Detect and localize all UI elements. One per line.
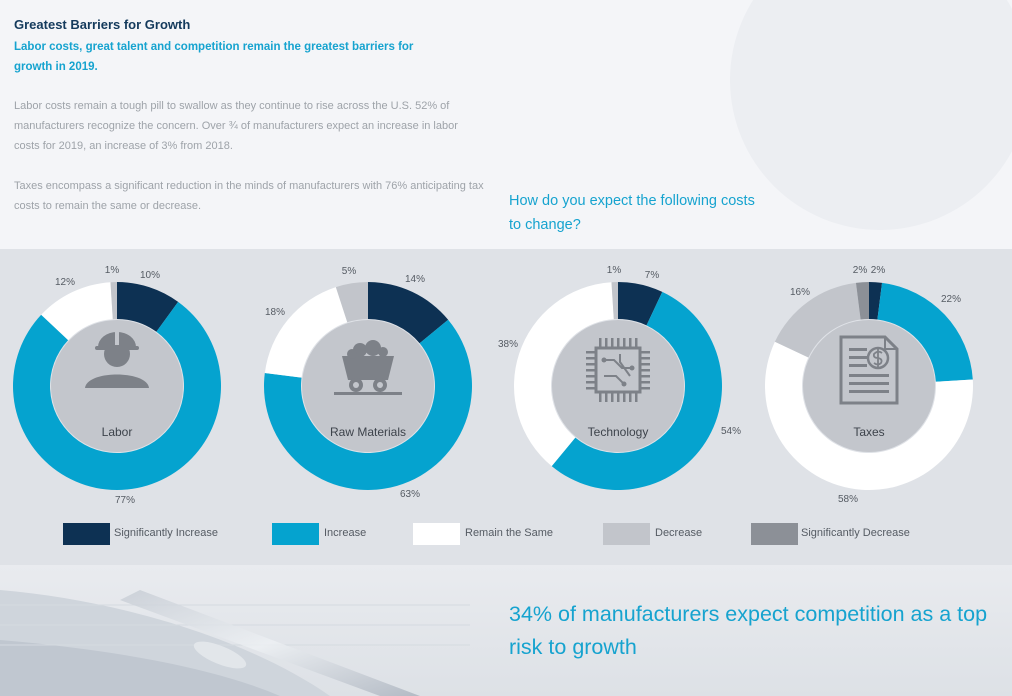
value-label-raw-materials-decrease: 5% — [342, 266, 357, 277]
slice-taxes-significantly-increase — [869, 282, 883, 320]
worker-icon — [85, 331, 149, 388]
value-label-taxes-remain-the-same: 58% — [838, 494, 858, 505]
slice-labor-remain-the-same — [41, 282, 113, 341]
value-label-raw-materials-increase: 63% — [400, 489, 420, 500]
donut-label-raw-materials: Raw Materials — [330, 425, 406, 439]
donut-label-technology: Technology — [588, 425, 649, 439]
legend-label-increase: Increase — [324, 527, 367, 539]
microchip-icon — [586, 338, 650, 402]
mine-cart-icon — [334, 340, 402, 395]
tax-document-icon — [839, 335, 899, 405]
slice-taxes-decrease — [774, 282, 861, 358]
donut-label-taxes: Taxes — [853, 425, 884, 439]
slice-labor-significantly-increase — [117, 282, 179, 332]
donut-center-raw-materials — [302, 320, 434, 452]
page-title: Greatest Barriers for Growth — [14, 17, 191, 32]
chart-question: How do you expect the following costs to… — [509, 193, 755, 233]
page-subtitle: Labor costs, great talent and competitio… — [14, 41, 414, 73]
slice-taxes-remain-the-same — [765, 341, 973, 490]
slice-technology-increase — [551, 291, 722, 490]
legend-swatch-increase — [272, 523, 319, 545]
slice-labor-increase — [12, 301, 221, 490]
legend-label-remain-the-same: Remain the Same — [465, 527, 554, 539]
donut-raw-materials: Raw Materials 14% 63% 18% 5% — [263, 266, 472, 500]
value-label-technology-increase: 54% — [721, 426, 741, 437]
legend-swatch-remain-the-same — [413, 523, 460, 545]
legend-label-significantly-increase: Significantly Increase — [114, 527, 218, 539]
value-label-raw-materials-significantly-increase: 14% — [405, 274, 425, 285]
value-label-labor-significantly-increase: 10% — [140, 270, 160, 281]
legend-swatch-decrease — [603, 523, 650, 545]
legend-swatch-significantly-increase — [63, 523, 110, 545]
slice-raw-materials-significantly-increase — [368, 282, 449, 344]
slice-raw-materials-remain-the-same — [264, 287, 348, 378]
chart-legend: Significantly Increase Increase Remain t… — [0, 523, 1012, 545]
donut-technology: Technology 7% 54% 38% 1% — [498, 265, 741, 490]
donut-taxes: Taxes 2% 22% 58% 16% 2% — [765, 265, 973, 505]
value-label-technology-significantly-increase: 7% — [645, 270, 660, 281]
legend-label-significantly-decrease: Significantly Decrease — [801, 527, 910, 539]
donut-center-taxes — [803, 320, 935, 452]
slice-taxes-significantly-decrease — [855, 282, 869, 320]
slice-labor-decrease — [110, 282, 117, 320]
slice-technology-remain-the-same — [513, 282, 614, 467]
donut-labor: Labor 10% 77% 12% 1% — [12, 265, 221, 506]
competition-callout: 34% of manufacturers expect competition … — [509, 602, 988, 659]
value-label-technology-remain-the-same: 38% — [498, 339, 518, 350]
slice-raw-materials-decrease — [335, 282, 368, 323]
donut-center-technology — [552, 320, 684, 452]
donut-charts: Labor 10% 77% 12% 1% Raw Materials 14% 63% 18% 5%… — [12, 265, 973, 506]
value-label-taxes-significantly-increase: 2% — [871, 265, 886, 276]
taxes-paragraph: Taxes encompass a significant reduction … — [14, 180, 484, 212]
value-label-labor-increase: 77% — [115, 495, 135, 506]
slice-taxes-increase — [877, 282, 973, 382]
slice-raw-materials-increase — [263, 319, 472, 490]
value-label-labor-remain-the-same: 12% — [55, 277, 75, 288]
value-label-raw-materials-remain-the-same: 18% — [265, 307, 285, 318]
slice-technology-decrease — [611, 282, 618, 320]
value-label-labor-decrease: 1% — [105, 265, 120, 276]
labor-paragraph: Labor costs remain a tough pill to swall… — [14, 100, 458, 152]
donut-label-labor: Labor — [102, 425, 133, 439]
value-label-taxes-decrease: 16% — [790, 287, 810, 298]
value-label-technology-decrease: 1% — [607, 265, 622, 276]
slice-technology-significantly-increase — [618, 282, 663, 326]
legend-label-decrease: Decrease — [655, 527, 703, 539]
legend-swatch-significantly-decrease — [751, 523, 798, 545]
value-label-taxes-increase: 22% — [941, 294, 961, 305]
value-label-taxes-significantly-decrease: 2% — [853, 265, 868, 276]
